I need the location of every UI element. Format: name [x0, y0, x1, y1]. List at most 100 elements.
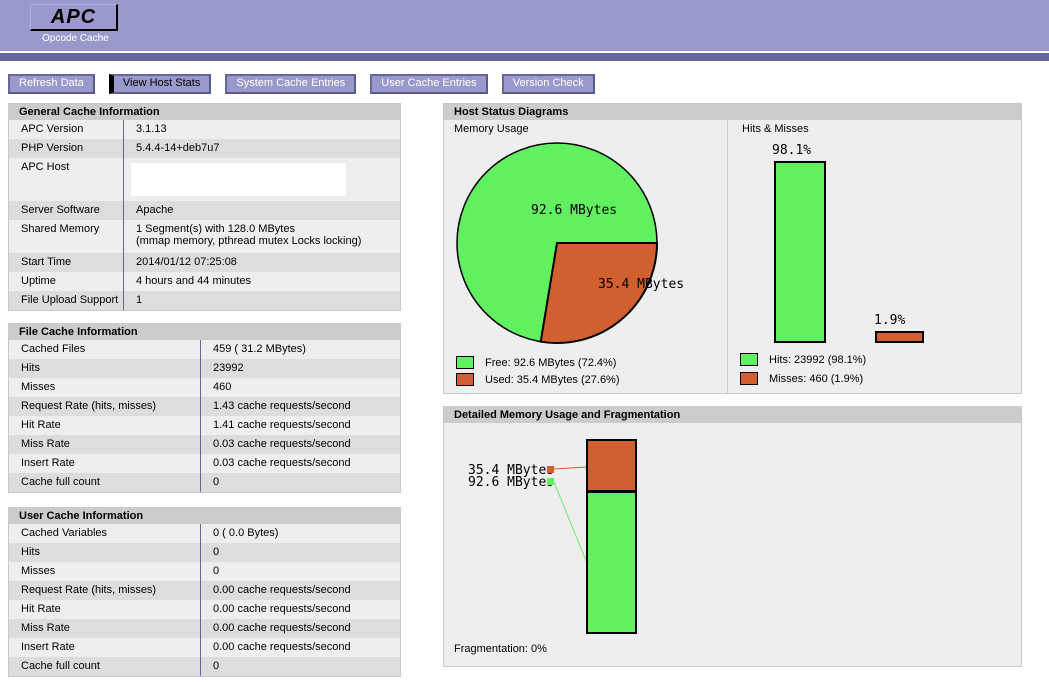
used-callout-swatch	[547, 466, 554, 473]
redacted-host-value	[131, 163, 346, 196]
memory-stacked-bar	[586, 439, 637, 634]
hits-misses-chart: Hits & Misses 98.1% 1.9% Hits: 23992 (98…	[728, 120, 1021, 393]
hits-legend-text: Hits: 23992 (98.1%)	[769, 353, 867, 366]
logo-tagline: Opcode Cache	[42, 33, 109, 44]
header: APC Opcode Cache	[0, 0, 1049, 51]
table-row: Start Time 2014/01/12 07:25:08	[9, 253, 400, 272]
row-label: Misses	[9, 562, 201, 581]
table-row: File Upload Support 1	[9, 291, 400, 310]
row-value: 0.03 cache requests/second	[213, 438, 351, 450]
row-label: APC Version	[9, 120, 124, 139]
row-value: 0	[213, 660, 220, 672]
table-title: User Cache Information	[9, 508, 400, 524]
detailed-memory-panel: Detailed Memory Usage and Fragmentation …	[443, 406, 1022, 667]
row-label: Hits	[9, 359, 201, 378]
row-label: Request Rate (hits, misses)	[9, 581, 201, 600]
row-label: Cached Files	[9, 340, 201, 359]
row-label: APC Host	[9, 158, 124, 201]
table-row: Misses 460	[9, 378, 400, 397]
free-legend-text: Free: 92.6 MBytes (72.4%)	[485, 356, 617, 369]
row-value: 0 ( 0.0 Bytes)	[213, 527, 279, 539]
hits-bar	[774, 161, 826, 343]
panel-title: Host Status Diagrams	[444, 104, 1021, 120]
row-label: Hit Rate	[9, 600, 201, 619]
nav-view-host-stats-button[interactable]: View Host Stats	[108, 74, 212, 94]
table-title: General Cache Information	[9, 104, 400, 120]
separator-bar	[0, 53, 1049, 61]
nav-system-cache-entries-button[interactable]: System Cache Entries	[225, 74, 357, 94]
row-value: 0.00 cache requests/second	[213, 603, 351, 615]
user-cache-info-table: User Cache Information Cached Variables …	[8, 507, 401, 677]
misses-legend-swatch	[740, 372, 758, 385]
row-label: PHP Version	[9, 139, 124, 158]
pie-used-value-label: 35.4 MBytes	[598, 277, 685, 292]
memory-usage-chart: Memory Usage 92.6 MBytes 35.4 MBytes Fre…	[444, 120, 728, 393]
row-value: 0	[213, 565, 220, 577]
legend-hits: Hits: 23992 (98.1%)	[740, 353, 866, 366]
used-memory-block	[586, 439, 637, 492]
row-value: 460	[213, 381, 232, 393]
row-label: Cache full count	[9, 473, 201, 492]
shared-memory-line2: (mmap memory, pthread mutex Locks lockin…	[136, 235, 362, 247]
used-legend-swatch	[456, 373, 474, 386]
table-row: Uptime 4 hours and 44 minutes	[9, 272, 400, 291]
table-row: Cached Files 459 ( 31.2 MBytes)	[9, 340, 400, 359]
host-status-panel: Host Status Diagrams Memory Usage 92.6 M…	[443, 103, 1022, 394]
shared-memory-line1: 1 Segment(s) with 128.0 MBytes	[136, 223, 295, 235]
table-row: Hit Rate 0.00 cache requests/second	[9, 600, 400, 619]
row-value: 1.43 cache requests/second	[213, 400, 351, 412]
legend-used: Used: 35.4 MBytes (27.6%)	[456, 373, 620, 386]
row-label: Insert Rate	[9, 454, 201, 473]
nav-bar: Refresh Data View Host Stats System Cach…	[8, 74, 606, 94]
nav-refresh-data-button[interactable]: Refresh Data	[8, 74, 95, 94]
file-cache-info-table: File Cache Information Cached Files 459 …	[8, 323, 401, 493]
row-label: Hits	[9, 543, 201, 562]
table-row: Misses 0	[9, 562, 400, 581]
table-row: Cache full count 0	[9, 473, 400, 492]
table-row: Shared Memory 1 Segment(s) with 128.0 MB…	[9, 220, 400, 253]
general-cache-info-table: General Cache Information APC Version 3.…	[8, 103, 401, 311]
row-label: Shared Memory	[9, 220, 124, 253]
row-value: 23992	[213, 362, 244, 374]
free-memory-block	[586, 491, 637, 634]
table-row: Request Rate (hits, misses) 0.00 cache r…	[9, 581, 400, 600]
memory-usage-pie	[456, 142, 659, 345]
table-row: APC Version 3.1.13	[9, 120, 400, 139]
legend-free: Free: 92.6 MBytes (72.4%)	[456, 356, 616, 369]
row-value: 1 Segment(s) with 128.0 MBytes (mmap mem…	[124, 220, 400, 253]
fragmentation-label: Fragmentation: 0%	[454, 643, 547, 655]
misses-bar	[875, 331, 924, 343]
free-legend-swatch	[456, 356, 474, 369]
hits-percent-label: 98.1%	[772, 143, 812, 158]
row-value: 1.41 cache requests/second	[213, 419, 351, 431]
used-callout-label: 35.4 MBytes	[468, 463, 555, 478]
right-column: Host Status Diagrams Memory Usage 92.6 M…	[443, 103, 1022, 667]
legend-misses: Misses: 460 (1.9%)	[740, 372, 863, 385]
misses-percent-label: 1.9%	[874, 313, 906, 328]
row-label: Misses	[9, 378, 201, 397]
hits-legend-swatch	[740, 353, 758, 366]
row-value: 459 ( 31.2 MBytes)	[213, 343, 306, 355]
table-row: APC Host	[9, 158, 400, 201]
free-callout-swatch	[547, 478, 554, 485]
callout-lines	[553, 466, 588, 564]
row-value: 2014/01/12 07:25:08	[136, 256, 237, 268]
row-value: 0	[213, 476, 220, 488]
nav-user-cache-entries-button[interactable]: User Cache Entries	[370, 74, 488, 94]
row-value	[124, 158, 400, 201]
row-label: Hit Rate	[9, 416, 201, 435]
row-value: 0.03 cache requests/second	[213, 457, 351, 469]
row-label: Insert Rate	[9, 638, 201, 657]
table-row: Miss Rate 0.03 cache requests/second	[9, 435, 400, 454]
hits-misses-label: Hits & Misses	[742, 123, 809, 135]
table-row: PHP Version 5.4.4-14+deb7u7	[9, 139, 400, 158]
row-value: Apache	[136, 204, 174, 216]
row-label: Miss Rate	[9, 619, 201, 638]
table-row: Insert Rate 0.03 cache requests/second	[9, 454, 400, 473]
table-row: Hits 0	[9, 543, 400, 562]
nav-version-check-button[interactable]: Version Check	[501, 74, 595, 94]
misses-legend-text: Misses: 460 (1.9%)	[769, 372, 864, 385]
table-row: Cache full count 0	[9, 657, 400, 676]
table-row: Request Rate (hits, misses) 1.43 cache r…	[9, 397, 400, 416]
panel-title: Detailed Memory Usage and Fragmentation	[444, 407, 1021, 423]
